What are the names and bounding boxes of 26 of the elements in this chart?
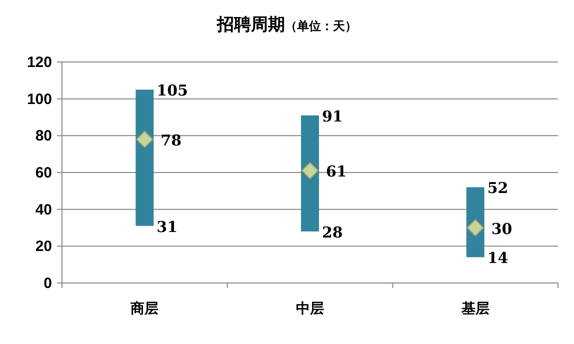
annotation: 105	[156, 82, 188, 100]
x-tick-label: 基层	[460, 301, 490, 317]
point	[302, 162, 318, 180]
y-tick-label: 120	[26, 54, 52, 71]
data-label: 78	[160, 131, 182, 150]
y-tick-label: 80	[35, 128, 52, 145]
bar	[301, 115, 319, 232]
chart-subtitle: （单位：天）	[285, 19, 357, 33]
data-label: 30	[491, 220, 512, 238]
chart-title: 招聘周期	[216, 15, 285, 35]
y-tick-label: 20	[35, 238, 52, 256]
annotation: 28	[322, 223, 343, 242]
y-tick-label: 60	[35, 164, 52, 182]
y-tick-label: 40	[35, 201, 52, 218]
data-label: 61	[326, 162, 347, 181]
annotation: 14	[487, 249, 508, 268]
y-tick-label: 100	[26, 90, 52, 108]
annotation: 31	[156, 218, 178, 236]
annotation: 52	[487, 179, 508, 198]
x-tick-label: 中层	[296, 301, 324, 317]
y-tick-label: 0	[44, 275, 52, 292]
bar	[136, 90, 154, 226]
point	[466, 219, 484, 236]
x-tick-label: 商层	[130, 300, 159, 317]
annotation: 91	[322, 107, 343, 126]
point	[136, 130, 154, 148]
